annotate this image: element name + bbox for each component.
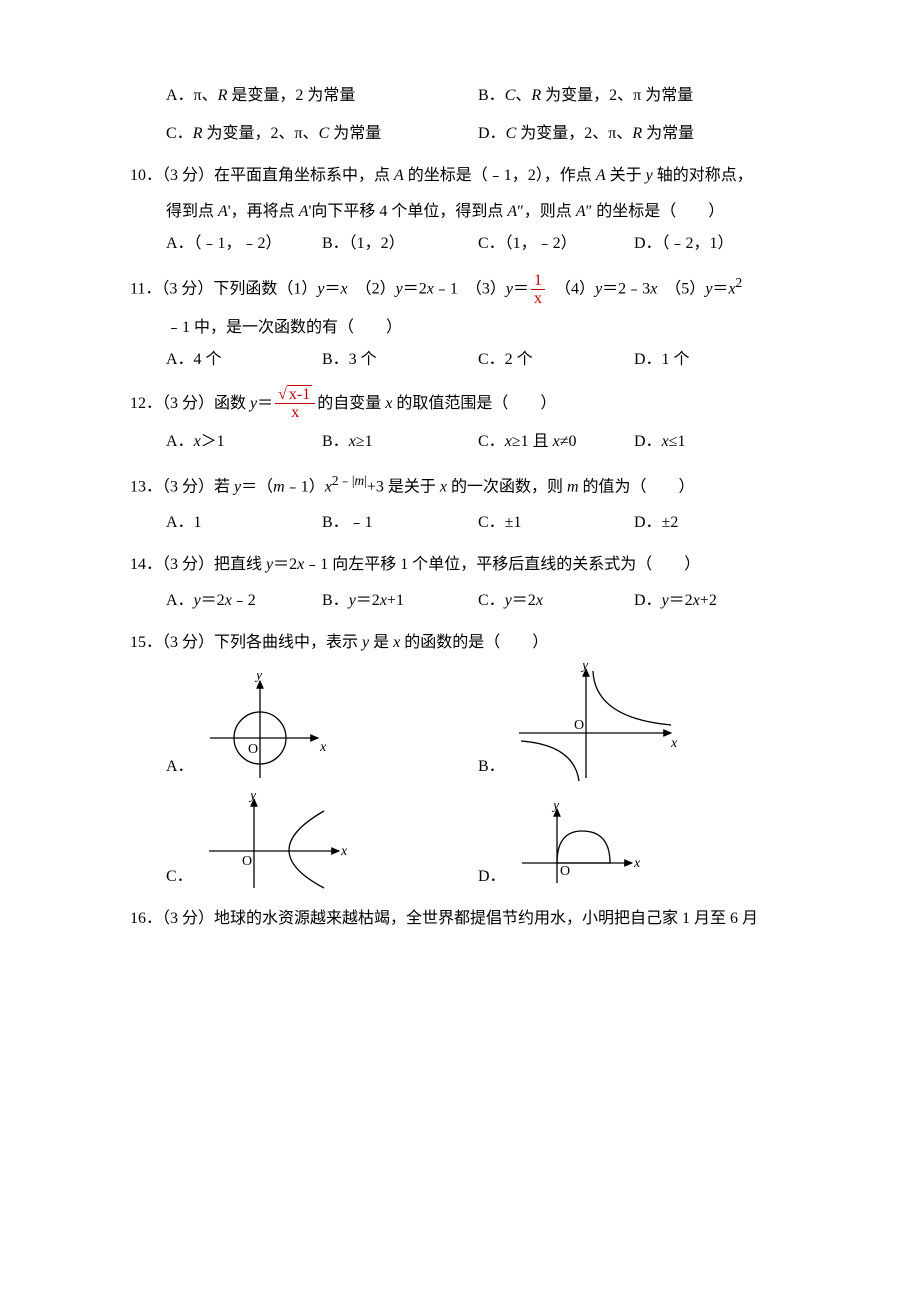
question-11: 11．（3 分）下列函数（1）y＝x （2）y＝2x﹣1 （3）y＝1x （4）… xyxy=(130,270,790,376)
option-D: D．（﹣2，1） xyxy=(634,228,790,260)
option-row: C．R 为变量，2、π、C 为常量 D．C 为变量，2、π、R 为常量 xyxy=(130,118,790,150)
graph-D-svg: y x O xyxy=(512,803,642,893)
question-13: 13．（3 分）若 y＝（m﹣1）x2﹣|m|+3 是关于 x 的一次函数，则 … xyxy=(130,468,790,539)
question-stem: 12．（3 分）函数 y＝√x-1x的自变量 x 的取值范围是（ ） xyxy=(130,386,790,422)
option-row: A．1 B．﹣1 C．±1 D．±2 xyxy=(130,507,790,539)
option-C: C．±1 xyxy=(478,507,634,539)
option-row: A．（﹣1，﹣2） B．（1，2） C．（1，﹣2） D．（﹣2，1） xyxy=(130,228,790,260)
option-D: D．x≤1 xyxy=(634,426,790,458)
graph-label-D: D． xyxy=(478,861,506,893)
svg-text:y: y xyxy=(551,803,560,813)
question-stem: 11．（3 分）下列函数（1）y＝x （2）y＝2x﹣1 （3）y＝1x （4）… xyxy=(130,270,790,308)
svg-text:y: y xyxy=(248,793,257,803)
question-stem-line2: 得到点 A'，再将点 A'向下平移 4 个单位，得到点 A″，则点 A″ 的坐标… xyxy=(130,196,790,228)
option-A: A．1 xyxy=(166,507,322,539)
svg-text:y: y xyxy=(580,663,589,673)
question-stem: 16．（3 分）地球的水资源越来越枯竭，全世界都提倡节约用水，小明把自己家 1 … xyxy=(130,903,790,935)
question-15: 15．（3 分）下列各曲线中，表示 y 是 x 的函数的是（ ） A． y x … xyxy=(130,627,790,893)
option-A: A．x＞1 xyxy=(166,426,322,458)
graph-B: B． y x O xyxy=(478,663,790,783)
option-A: A．（﹣1，﹣2） xyxy=(166,228,322,260)
option-A: A．y＝2x﹣2 xyxy=(166,585,322,617)
question-stem: 14．（3 分）把直线 y＝2x﹣1 向左平移 1 个单位，平移后直线的关系式为… xyxy=(130,549,790,581)
svg-text:x: x xyxy=(633,856,641,871)
question-stem: 15．（3 分）下列各曲线中，表示 y 是 x 的函数的是（ ） xyxy=(130,627,790,659)
svg-text:x: x xyxy=(340,844,348,859)
option-C: C．y＝2x xyxy=(478,585,634,617)
question-stem-line2: ﹣1 中，是一次函数的有（ ） xyxy=(130,312,790,344)
option-D: D．±2 xyxy=(634,507,790,539)
question-12: 12．（3 分）函数 y＝√x-1x的自变量 x 的取值范围是（ ） A．x＞1… xyxy=(130,386,790,458)
question-stem: 13．（3 分）若 y＝（m﹣1）x2﹣|m|+3 是关于 x 的一次函数，则 … xyxy=(130,468,790,503)
graph-D: D． y x O xyxy=(478,803,790,893)
option-B: B．x≥1 xyxy=(322,426,478,458)
question-16: 16．（3 分）地球的水资源越来越枯竭，全世界都提倡节约用水，小明把自己家 1 … xyxy=(130,903,790,935)
question-10: 10．（3 分）在平面直角坐标系中，点 A 的坐标是（﹣1，2），作点 A 关于… xyxy=(130,160,790,260)
option-B: B．C、R 为变量，2、π 为常量 xyxy=(478,80,790,112)
svg-text:O: O xyxy=(574,718,584,733)
graph-label-C: C． xyxy=(166,861,193,893)
graph-C: C． y x O xyxy=(166,793,478,893)
option-C: C．2 个 xyxy=(478,344,634,376)
option-C: C．R 为变量，2、π、C 为常量 xyxy=(166,118,478,150)
option-B: B．3 个 xyxy=(322,344,478,376)
svg-text:x: x xyxy=(670,736,678,751)
option-row: A．4 个 B．3 个 C．2 个 D．1 个 xyxy=(130,344,790,376)
option-B: B．y＝2x+1 xyxy=(322,585,478,617)
question-9-options: A．π、R 是变量，2 为常量 B．C、R 为变量，2、π 为常量 C．R 为变… xyxy=(130,80,790,150)
option-D: D．C 为变量，2、π、R 为常量 xyxy=(478,118,790,150)
question-14: 14．（3 分）把直线 y＝2x﹣1 向左平移 1 个单位，平移后直线的关系式为… xyxy=(130,549,790,617)
graph-A-svg: y x O xyxy=(200,673,330,783)
svg-text:O: O xyxy=(248,742,258,757)
graph-label-A: A． xyxy=(166,751,194,783)
option-row: A．π、R 是变量，2 为常量 B．C、R 为变量，2、π 为常量 xyxy=(130,80,790,112)
graph-C-svg: y x O xyxy=(199,793,349,893)
option-A: A．4 个 xyxy=(166,344,322,376)
option-B: B．（1，2） xyxy=(322,228,478,260)
svg-text:O: O xyxy=(560,864,570,879)
option-C: C．x≥1 且 x≠0 xyxy=(478,426,634,458)
option-B: B．﹣1 xyxy=(322,507,478,539)
option-row: A．x＞1 B．x≥1 C．x≥1 且 x≠0 D．x≤1 xyxy=(130,426,790,458)
graph-B-svg: y x O xyxy=(511,663,681,783)
question-stem: 10．（3 分）在平面直角坐标系中，点 A 的坐标是（﹣1，2），作点 A 关于… xyxy=(130,160,790,192)
graph-row-1: A． y x O B． y x O xyxy=(130,663,790,783)
option-D: D．y＝2x+2 xyxy=(634,585,790,617)
option-A: A．π、R 是变量，2 为常量 xyxy=(166,80,478,112)
svg-text:O: O xyxy=(242,854,252,869)
svg-text:x: x xyxy=(319,740,327,755)
option-D: D．1 个 xyxy=(634,344,790,376)
option-row: A．y＝2x﹣2 B．y＝2x+1 C．y＝2x D．y＝2x+2 xyxy=(130,585,790,617)
graph-row-2: C． y x O D． y x O xyxy=(130,793,790,893)
graph-A: A． y x O xyxy=(166,673,478,783)
graph-label-B: B． xyxy=(478,751,505,783)
svg-text:y: y xyxy=(254,673,263,683)
option-C: C．（1，﹣2） xyxy=(478,228,634,260)
